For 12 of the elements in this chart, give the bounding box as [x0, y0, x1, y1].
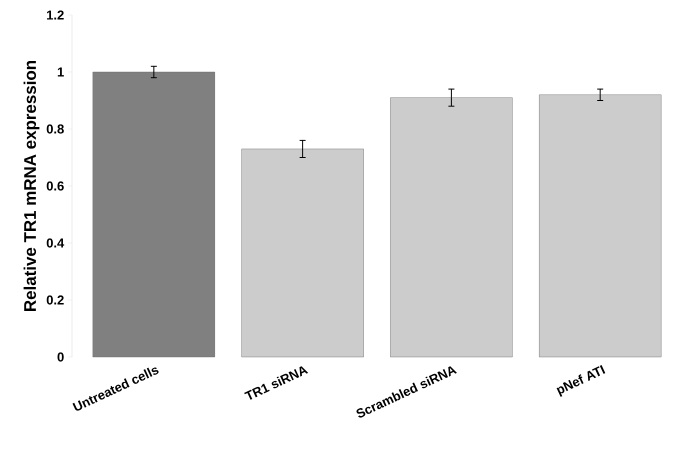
bar — [390, 97, 513, 358]
y-tick-label: 0 — [58, 352, 64, 362]
bar — [92, 72, 216, 358]
bar — [241, 148, 364, 358]
y-tick-label: 0.2 — [46, 295, 64, 305]
bar — [538, 94, 662, 358]
y-axis-title: Relative TR1 mRNA expression — [24, 60, 40, 311]
y-tick-label: 0.6 — [46, 181, 64, 191]
y-tick-label: 1.2 — [47, 10, 64, 20]
y-tick-label: 0.8 — [46, 124, 64, 134]
y-tick-label: 1 — [58, 68, 64, 76]
y-tick-label: 0.4 — [46, 238, 64, 248]
